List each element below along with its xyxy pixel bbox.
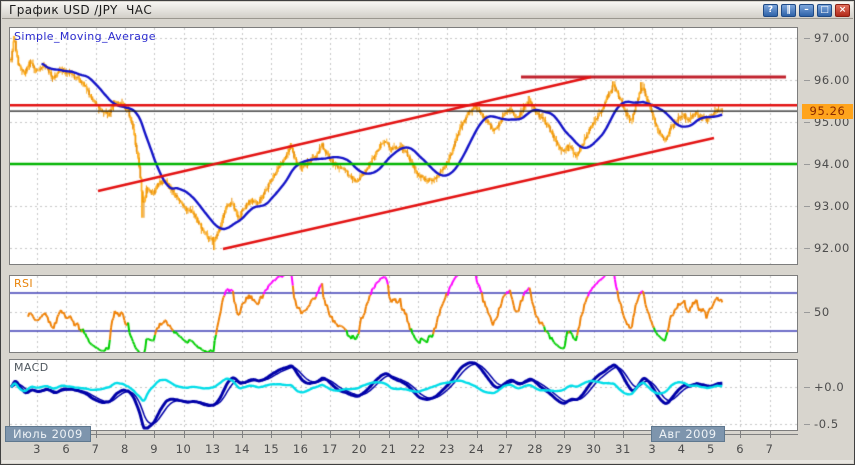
- time-axis-day-label: 29: [556, 442, 573, 456]
- macd-axis-label-zero: +0.0: [804, 380, 844, 394]
- time-axis-day-label: 17: [322, 442, 338, 456]
- time-axis-day-label: 16: [292, 442, 309, 456]
- time-axis-tick: [212, 430, 214, 438]
- close-button[interactable]: ×: [835, 4, 850, 17]
- time-axis-day-label: 23: [439, 442, 456, 456]
- time-axis-day-label: 6: [736, 442, 745, 456]
- time-axis-tick: [740, 430, 742, 438]
- window-controls: ? ‖ – □ ×: [763, 4, 850, 17]
- time-axis-day-label: 4: [677, 442, 686, 456]
- macd-indicator-label: MACD: [14, 361, 49, 374]
- time-axis-tick: [769, 430, 771, 438]
- time-axis-tick: [271, 430, 273, 438]
- price-axis-label: 94.00: [804, 157, 850, 171]
- time-axis-day-label: 5: [706, 442, 715, 456]
- price-panel: Simple_Moving_Average: [9, 27, 798, 265]
- sma-indicator-label: Simple_Moving_Average: [14, 30, 156, 43]
- price-chart-canvas[interactable]: [10, 28, 797, 264]
- time-axis-tick: [476, 430, 478, 438]
- pause-button[interactable]: ‖: [781, 4, 796, 17]
- time-axis-tick: [417, 430, 419, 438]
- time-axis-day-label: 27: [497, 442, 514, 456]
- time-axis-tick: [183, 430, 185, 438]
- time-axis-day-label: 30: [585, 442, 602, 456]
- rsi-axis-label-50: 50: [804, 305, 830, 319]
- rsi-panel: RSI: [9, 275, 798, 353]
- month-badge-august: Авг 2009: [651, 426, 725, 442]
- price-axis-label: 92.00: [804, 241, 850, 255]
- time-axis-day-label: 15: [263, 442, 280, 456]
- time-axis-day-label: 21: [380, 442, 397, 456]
- time-axis-tick: [593, 430, 595, 438]
- current-price-label: 95.26: [802, 104, 853, 119]
- macd-axis-label-neg: -0.5: [804, 417, 839, 431]
- minimize-button[interactable]: –: [799, 4, 814, 17]
- title-bar: График USD /JPY ЧАС ? ‖ – □ ×: [2, 2, 853, 19]
- time-axis-day-label: 6: [62, 442, 71, 456]
- time-axis-day-label: 28: [527, 442, 543, 456]
- time-axis-day-label: 3: [648, 442, 657, 456]
- time-axis-tick: [447, 430, 449, 438]
- time-axis-tick: [330, 430, 331, 438]
- rsi-chart-canvas[interactable]: [10, 276, 797, 352]
- month-badge-july: Июль 2009: [5, 426, 91, 442]
- time-axis-line: [9, 434, 798, 435]
- time-axis-day-label: 14: [234, 442, 250, 456]
- time-axis-tick: [95, 430, 97, 438]
- time-axis-tick: [154, 430, 156, 438]
- time-axis-day-label: 7: [91, 442, 100, 456]
- price-axis-label: 93.00: [804, 199, 850, 213]
- time-axis-tick: [359, 430, 361, 438]
- time-axis-day-label: 22: [410, 442, 426, 456]
- time-axis-tick: [505, 430, 507, 438]
- time-axis-tick: [623, 430, 624, 438]
- time-axis-tick: [300, 430, 302, 438]
- price-axis-label: 97.00: [804, 31, 850, 45]
- time-axis-day-label: 13: [204, 442, 221, 456]
- window-title: График USD /JPY ЧАС: [9, 3, 153, 17]
- time-axis-tick: [564, 430, 566, 438]
- macd-chart-canvas[interactable]: [10, 360, 797, 430]
- macd-panel: MACD: [9, 359, 798, 431]
- time-axis-tick: [242, 430, 244, 438]
- time-axis-tick: [124, 430, 126, 438]
- rsi-indicator-label: RSI: [14, 277, 34, 290]
- maximize-button[interactable]: □: [817, 4, 832, 17]
- window-bottom-edge: [2, 460, 853, 463]
- time-axis-day-label: 24: [468, 442, 485, 456]
- time-axis-day-label: 8: [120, 442, 129, 456]
- time-axis-day-label: 9: [150, 442, 159, 456]
- time-axis-day-label: 7: [765, 442, 774, 456]
- help-button[interactable]: ?: [763, 4, 778, 17]
- time-axis-tick: [388, 430, 390, 438]
- time-axis-day-label: 31: [615, 442, 631, 456]
- time-axis-day-label: 3: [33, 442, 41, 456]
- price-axis-label: 96.00: [804, 73, 850, 87]
- time-axis-day-label: 10: [175, 442, 192, 456]
- time-axis-tick: [535, 430, 537, 438]
- time-axis-day-label: 20: [351, 442, 368, 456]
